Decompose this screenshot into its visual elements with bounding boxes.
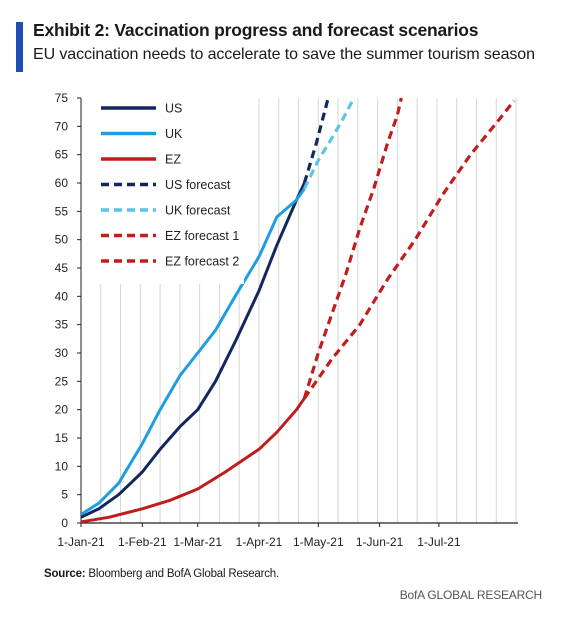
x-tick-label: 1-Jul-21: [417, 535, 461, 549]
legend-label: EZ: [165, 153, 181, 167]
axis-layer: 0 5 10 15 20 25 30 35 40 45 50 55 60 65 70 75 1-Jan-21 1-…: [55, 91, 518, 549]
series-line-ez-forecast-1: [302, 97, 403, 399]
y-tick-label: 30: [55, 346, 69, 360]
series-line-uk: [81, 187, 306, 516]
y-tick-label: 10: [55, 459, 69, 473]
y-tick-label: 55: [55, 204, 69, 218]
x-tick-label: 1-Apr-21: [236, 535, 283, 549]
series-line-ez-forecast-2: [303, 99, 516, 400]
y-tick-label: 40: [55, 289, 69, 303]
accent-bar: [16, 22, 23, 72]
y-tick-label: 15: [55, 431, 69, 445]
legend-background: [92, 94, 244, 284]
series-line-us-forecast: [302, 97, 330, 184]
y-tick-label: 5: [61, 488, 68, 502]
exhibit-title: Exhibit 2: Vaccination progress and fore…: [33, 20, 479, 40]
source-label: Source:: [44, 568, 86, 580]
y-tick-label: 75: [55, 91, 69, 105]
y-tick-label: 65: [55, 148, 69, 162]
y-tick-label: 0: [61, 516, 68, 530]
y-tick-label: 25: [55, 374, 69, 388]
legend-label: UK forecast: [165, 204, 231, 218]
y-tick-label: 60: [55, 176, 69, 190]
series-line-uk-forecast: [302, 97, 356, 190]
y-tick-label: 50: [55, 233, 69, 247]
x-tick-label: 1-Jun-21: [356, 535, 404, 549]
x-tick-label: 1-May-21: [293, 535, 344, 549]
y-tick-label: 20: [55, 403, 69, 417]
exhibit-subtitle: EU vaccination needs to accelerate to sa…: [33, 46, 535, 63]
legend-label: EZ forecast 2: [165, 255, 239, 269]
x-tick-label: 1-Mar-21: [173, 535, 222, 549]
exhibit-header: Exhibit 2: Vaccination progress and fore…: [16, 18, 556, 74]
y-tick-label: 45: [55, 261, 69, 275]
footer-brand: BofA GLOBAL RESEARCH: [399, 588, 542, 602]
x-tick-label: 1-Feb-21: [118, 535, 167, 549]
legend-label: US: [165, 102, 182, 116]
source-text: Bloomberg and BofA Global Research.: [88, 568, 279, 580]
series-layer: [81, 97, 516, 523]
series-line-ez: [81, 397, 306, 523]
x-tick-label: 1-Jan-21: [57, 535, 105, 549]
source-note: Source: Bloomberg and BofA Global Resear…: [44, 568, 279, 580]
legend-label: US forecast: [165, 178, 231, 192]
y-tick-label: 70: [55, 119, 69, 133]
legend-label: UK: [165, 127, 183, 141]
legend: US UK EZ US forecast UK forecast EZ forecast …: [92, 94, 244, 284]
legend-label: EZ forecast 1: [165, 229, 239, 243]
vaccination-line-chart: 0 5 10 15 20 25 30 35 40 45 50 55 60 65 70 75 1-Jan-21 1-…: [55, 91, 518, 549]
y-tick-label: 35: [55, 318, 69, 332]
series-line-us: [81, 182, 306, 519]
